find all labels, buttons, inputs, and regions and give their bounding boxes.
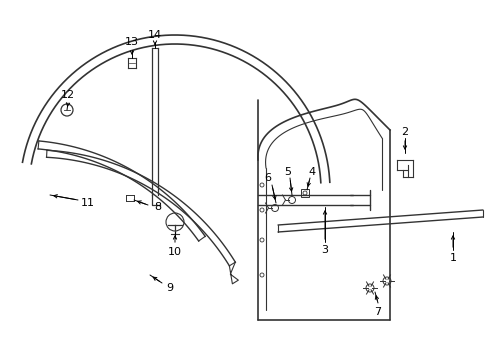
Text: 4: 4 [308, 167, 315, 177]
Text: 5: 5 [284, 167, 291, 177]
Text: 3: 3 [321, 245, 328, 255]
Text: 2: 2 [401, 127, 408, 137]
Text: 8: 8 [154, 202, 161, 212]
Text: 12: 12 [61, 90, 75, 100]
Text: 11: 11 [81, 198, 95, 208]
Text: 1: 1 [448, 253, 456, 263]
Text: 7: 7 [374, 307, 381, 317]
Bar [301, 189, 308, 197]
Text: 6: 6 [264, 173, 271, 183]
Text: 10: 10 [168, 247, 182, 257]
Text: 14: 14 [148, 30, 162, 40]
Text: 9: 9 [166, 283, 173, 293]
Text: 13: 13 [125, 37, 139, 47]
